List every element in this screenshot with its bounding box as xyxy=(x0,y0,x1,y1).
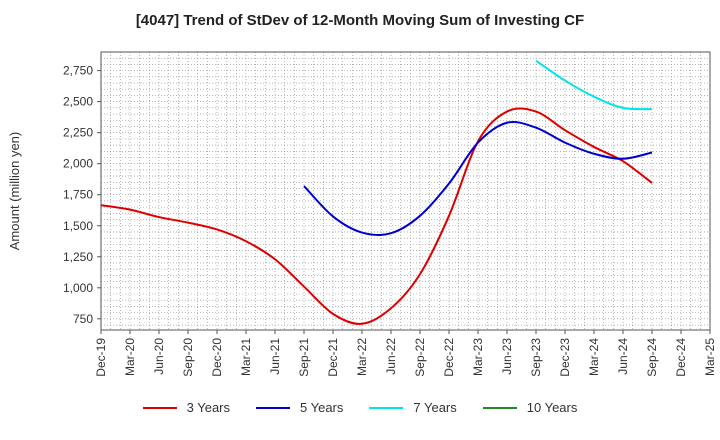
x-tick-label: Sep-23 xyxy=(529,338,543,377)
legend-label: 10 Years xyxy=(526,400,578,415)
x-tick-label: Mar-25 xyxy=(703,338,717,376)
x-tick-label: Sep-20 xyxy=(181,338,195,377)
legend-item: 7 Years xyxy=(369,400,457,415)
series-line-5-years xyxy=(303,121,653,236)
y-tick-label: 1,000 xyxy=(63,281,93,295)
legend-item: 5 Years xyxy=(256,400,343,415)
y-tick-label: 1,500 xyxy=(63,219,93,233)
x-tick-label: Mar-20 xyxy=(123,338,137,376)
legend-item: 10 Years xyxy=(482,400,578,415)
x-tick-label: Dec-23 xyxy=(558,338,572,377)
x-tick-label: Sep-22 xyxy=(413,338,427,377)
legend-item: 3 Years xyxy=(142,400,230,415)
legend: 3 Years 5 Years 7 Years 10 Years xyxy=(0,400,720,415)
series-line-7-years xyxy=(535,59,653,111)
legend-swatch xyxy=(482,406,517,409)
y-tick-label: 2,250 xyxy=(63,126,93,140)
chart-title: [4047] Trend of StDev of 12-Month Moving… xyxy=(135,12,585,29)
y-tick-label: 2,000 xyxy=(63,157,93,171)
x-tick-label: Jun-21 xyxy=(268,338,282,375)
y-tick-label: 1,250 xyxy=(63,250,93,264)
legend-label: 5 Years xyxy=(300,400,344,415)
y-axis-label: Amount (million yen) xyxy=(7,132,22,251)
y-tick-label: 1,750 xyxy=(63,188,93,202)
y-tick-label: 750 xyxy=(73,312,93,326)
x-tick-label: Jun-22 xyxy=(384,338,398,375)
plot-area xyxy=(101,52,710,330)
x-tick-label: Jun-23 xyxy=(500,338,514,375)
x-tick-label: Jun-20 xyxy=(152,338,166,375)
x-tick-label: Mar-22 xyxy=(355,338,369,376)
x-tick-label: Mar-24 xyxy=(587,338,601,376)
legend-label: 3 Years xyxy=(186,400,230,415)
y-tick-label: 2,750 xyxy=(63,64,93,78)
x-tick-label: Dec-22 xyxy=(442,338,456,377)
x-tick-label: Dec-19 xyxy=(94,338,108,377)
legend-label: 7 Years xyxy=(413,400,457,415)
plot-border xyxy=(100,51,711,331)
x-tick-label: Sep-21 xyxy=(297,338,311,377)
x-tick-label: Dec-21 xyxy=(326,338,340,377)
series-line-3-years xyxy=(100,107,653,325)
legend-swatch xyxy=(256,406,290,409)
x-tick-label: Mar-21 xyxy=(239,338,253,376)
x-tick-label: Sep-24 xyxy=(645,338,659,377)
legend-swatch xyxy=(369,406,404,409)
x-tick-label: Jun-24 xyxy=(616,338,630,375)
x-tick-label: Mar-23 xyxy=(471,338,485,376)
x-tick-label: Dec-24 xyxy=(674,338,688,377)
legend-swatch xyxy=(142,406,177,409)
x-tick-label: Dec-20 xyxy=(210,338,224,377)
y-tick-label: 2,500 xyxy=(63,95,93,109)
